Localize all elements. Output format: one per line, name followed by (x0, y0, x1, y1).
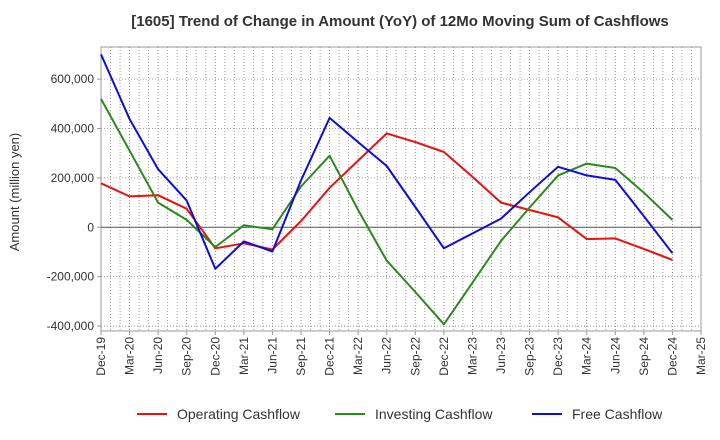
y-tick-label: 400,000 (51, 121, 95, 135)
y-tick-label: -200,000 (47, 270, 95, 284)
legend-label: Operating Cashflow (177, 406, 301, 422)
x-tick-label: Mar-24 (580, 337, 594, 375)
x-tick-label: Jun-23 (494, 337, 508, 374)
x-tick-label: Sep-22 (408, 337, 422, 376)
x-tick-label: Sep-20 (180, 337, 194, 376)
x-tick-label: Jun-21 (265, 337, 279, 374)
legend: Operating Cashflow Investing Cashflow Free… (137, 406, 663, 422)
series-line-free-cashflow (100, 53, 674, 270)
x-tick-label: Jun-24 (608, 337, 622, 374)
x-tick-label: Sep-23 (523, 337, 537, 376)
x-tick-label: Mar-21 (237, 337, 251, 375)
x-tick-label: Dec-19 (94, 337, 108, 376)
x-tick-label: Mar-23 (465, 337, 479, 375)
y-tick-label: -400,000 (47, 319, 95, 333)
plot-frame (100, 46, 702, 332)
legend-label: Free Cashflow (572, 406, 663, 422)
x-tick-label: Mar-22 (351, 337, 365, 375)
x-tick-label: Sep-24 (637, 337, 651, 376)
x-tick-label: Jun-22 (380, 337, 394, 374)
series-lines (100, 53, 674, 326)
x-tick-label: Dec-24 (665, 337, 679, 376)
x-tick-label: Jun-20 (151, 337, 165, 374)
y-tick-label: 200,000 (51, 171, 95, 185)
x-tick-label: Mar-25 (694, 337, 708, 375)
x-tick-label: Mar-20 (123, 337, 137, 375)
x-tick-label: Dec-23 (551, 337, 565, 376)
x-tick-label: Dec-22 (437, 337, 451, 376)
x-tick-label: Dec-20 (208, 337, 222, 376)
chart-title: [1605] Trend of Change in Amount (YoY) o… (131, 13, 669, 30)
x-tick-label: Sep-21 (294, 337, 308, 376)
legend-label: Investing Cashflow (375, 406, 493, 422)
y-tick-label: 0 (87, 220, 94, 234)
y-axis-label: Amount (million yen) (7, 133, 22, 252)
y-axis: -400,000 -200,000 0 200,000 400,000 600,000 (47, 72, 101, 333)
y-tick-label: 600,000 (51, 72, 95, 86)
x-tick-label: Dec-21 (323, 337, 337, 376)
series-line-investing-cashflow (100, 98, 674, 326)
plot-area (100, 46, 702, 332)
x-axis: Dec-19 Mar-20 Jun-20 Sep-20 Dec-20 Mar-21 Jun-… (94, 331, 708, 376)
